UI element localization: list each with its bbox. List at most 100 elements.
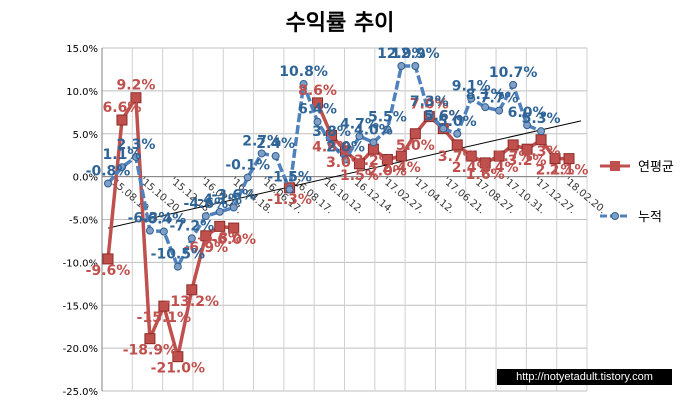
y-tick-label: -5.0% xyxy=(69,216,98,227)
data-label: -6.3% xyxy=(128,211,173,227)
data-label: 3.0% xyxy=(326,155,365,171)
trendline-path xyxy=(107,120,582,229)
data-point xyxy=(465,150,477,162)
data-point xyxy=(229,203,238,212)
data-label: 1.1% xyxy=(103,147,142,163)
data-point xyxy=(117,163,126,172)
data-label: -5.8% xyxy=(197,230,242,246)
data-point xyxy=(479,157,491,169)
data-label: 4.0% xyxy=(354,122,393,138)
data-point xyxy=(467,94,476,103)
data-point xyxy=(425,110,434,119)
data-label: 5.5% xyxy=(368,109,407,125)
data-point xyxy=(104,179,112,188)
data-point xyxy=(439,124,448,133)
y-axis: 15.0% 10.0% 5.0% 0.0% -5.0% -10.0% -15.0% -20.0… xyxy=(63,44,587,398)
series-연평균 xyxy=(102,92,575,363)
data-point xyxy=(341,155,350,164)
data-point xyxy=(353,158,365,170)
data-point xyxy=(451,139,463,151)
data-point xyxy=(383,125,392,134)
data-point xyxy=(521,143,533,155)
data-point xyxy=(200,230,212,242)
data-point xyxy=(243,173,252,182)
legend-entry: 누적 xyxy=(638,210,662,225)
data-point xyxy=(537,127,546,136)
data-point xyxy=(131,152,140,161)
data-point xyxy=(285,185,294,194)
y-tick-label: -15.0% xyxy=(63,301,98,312)
data-label: 5.0% xyxy=(438,114,477,130)
data-label: -1.5% xyxy=(267,169,312,185)
data-label: 4.3% xyxy=(522,144,561,160)
data-point xyxy=(523,121,532,130)
data-label: 2.1% xyxy=(536,163,575,179)
data-point xyxy=(312,97,324,109)
data-label: 3.7% xyxy=(494,149,533,165)
data-label: -6.9% xyxy=(183,240,228,256)
data-label: 1.5% xyxy=(340,168,379,184)
data-label: 3.7% xyxy=(438,149,477,165)
data-point xyxy=(257,149,266,158)
data-point xyxy=(495,106,504,115)
data-label: -10.5% xyxy=(151,247,205,263)
data-point xyxy=(395,150,407,162)
data-point xyxy=(453,129,462,138)
data-label: 6.6% xyxy=(103,100,142,116)
data-point xyxy=(481,103,490,112)
series-line xyxy=(106,95,234,359)
data-label: 2.4% xyxy=(452,160,491,176)
data-label: -0.8% xyxy=(86,163,131,179)
y-tick-label: -25.0% xyxy=(63,387,98,398)
data-label: -6.0% xyxy=(211,232,256,248)
chart-title: 수익률 추이 xyxy=(286,11,395,36)
y-tick-label: -20.0% xyxy=(63,344,98,355)
data-label: 4.7% xyxy=(340,116,379,132)
data-point xyxy=(158,300,170,312)
data-point xyxy=(299,80,308,89)
data-label: 12.9% xyxy=(391,46,440,62)
data-label: 6.0% xyxy=(508,105,547,121)
gridlines xyxy=(101,47,588,392)
data-label: -15.1% xyxy=(137,310,191,326)
data-label: 5.0% xyxy=(396,138,435,154)
data-label: 1.6% xyxy=(466,167,505,183)
data-point xyxy=(271,152,280,161)
data-label: -4.1% xyxy=(197,192,242,208)
data-label: 2.4% xyxy=(382,160,421,176)
data-point xyxy=(116,114,128,126)
data-point xyxy=(214,220,226,232)
data-label: -4.6% xyxy=(183,196,228,212)
labels-누적: -0.8%1.1%2.3%-6.3%-6.4%-10.5%-7.2%-4.6%-… xyxy=(86,46,561,263)
watermark: http://notyetadult.tistory.com xyxy=(497,369,672,385)
legend-swatch-marker xyxy=(611,212,619,220)
data-point xyxy=(409,128,421,140)
y-tick-label: 15.0% xyxy=(66,44,98,55)
data-point xyxy=(313,117,322,126)
data-point xyxy=(493,150,505,162)
series-누적 xyxy=(104,62,546,271)
data-point xyxy=(369,138,378,147)
trendline xyxy=(107,120,582,229)
y-tick-label: 5.0% xyxy=(73,130,98,141)
data-label: 9.1% xyxy=(452,79,491,95)
data-point xyxy=(355,132,364,141)
data-label: 7.7% xyxy=(480,91,519,107)
data-point xyxy=(201,212,210,221)
data-label: -0.1% xyxy=(225,157,270,173)
y-tick-label: -10.0% xyxy=(63,258,98,269)
data-label: 3.2% xyxy=(354,153,393,169)
data-label: 7.0% xyxy=(410,97,449,113)
data-label: 10.7% xyxy=(489,65,538,81)
data-point xyxy=(144,333,156,345)
data-point xyxy=(549,153,561,165)
data-label: 2.0% xyxy=(368,163,407,179)
data-label: 3.8% xyxy=(312,124,351,140)
data-label: -18.9% xyxy=(123,343,177,359)
data-label: 3.2% xyxy=(508,153,547,169)
data-label: 5.6% xyxy=(424,109,463,125)
labels-연평균: -9.6% 6.6% 9.2% -18.9% -15.1% -21.0% -13.2% -6.… xyxy=(86,78,589,377)
y-tick-label: 10.0% xyxy=(66,87,98,98)
data-label: 4.8% xyxy=(312,139,351,155)
